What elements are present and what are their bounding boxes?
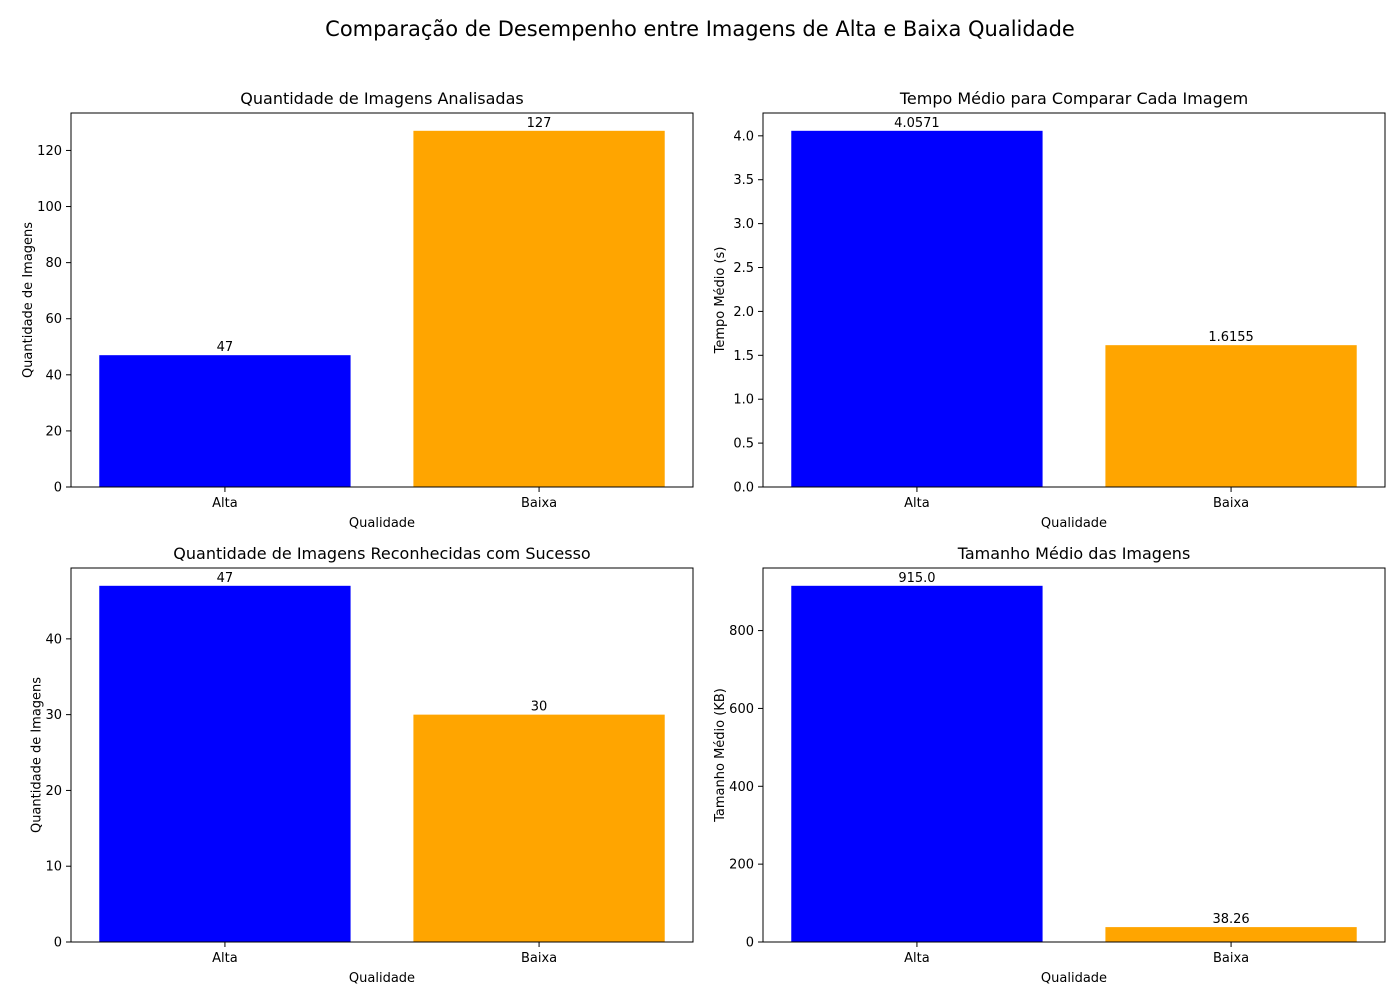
x-axis-label: Qualidade [1041,516,1107,531]
x-axis-label: Qualidade [1041,971,1107,986]
x-tick-label-baixa: Baixa [521,496,557,511]
y-tick-label: 400 [729,780,754,795]
y-axis-label: Quantidade de Imagens [21,222,36,378]
y-tick-label: 2.5 [733,261,754,276]
value-label-alta: 47 [217,571,234,586]
y-tick-label: 1.5 [733,349,754,364]
figure-title: Comparação de Desempenho entre Imagens d… [325,17,1075,41]
bar-alta [99,355,351,487]
y-tick-label: 10 [45,860,62,875]
y-tick-label: 30 [45,708,62,723]
x-axis-label: Qualidade [349,516,415,531]
bar-alta [99,585,351,942]
value-label-baixa: 38.26 [1212,912,1249,927]
value-label-baixa: 1.6155 [1208,330,1254,345]
y-tick-label: 120 [37,144,62,159]
axes-frame [762,112,1386,488]
y-tick-label: 40 [45,632,62,647]
bar-baixa [413,130,665,487]
x-tick-label-alta: Alta [212,951,238,966]
subplot-tempo-medio: 4.0571 Alta 1.6155 Baixa 0.0 0.5 1.0 1.5 2.0 2.5 3… [713,89,1386,531]
subplot-title: Tempo Médio para Comparar Cada Imagem [899,89,1248,108]
subplot-title: Tamanho Médio das Imagens [957,544,1191,563]
y-tick-label: 600 [729,702,754,717]
y-tick-label: 1.0 [733,393,754,408]
x-tick-label-baixa: Baixa [521,951,557,966]
x-tick-label-baixa: Baixa [1213,496,1249,511]
y-tick-label: 3.0 [733,217,754,232]
x-tick-label-alta: Alta [904,496,930,511]
y-tick-label: 200 [729,858,754,873]
y-tick-label: 2.0 [733,305,754,320]
bar-alta [791,130,1043,487]
y-tick-label: 0 [54,936,62,951]
value-label-baixa: 30 [531,700,548,715]
subplots-group: 47Alta127Baixa020406080100120Quantidade … [21,89,1386,986]
subplot-title: Quantidade de Imagens Analisadas [240,89,523,108]
subplot-qtd-analisadas: 47 Alta 127 Baixa 0 20 40 60 80 100 120 Quantidade … [21,89,694,531]
y-tick-label: 20 [45,784,62,799]
y-tick-label: 4.0 [733,129,754,144]
y-tick-label: 100 [37,200,62,215]
y-tick-label: 3.5 [733,173,754,188]
bar-baixa [1105,345,1357,487]
y-tick-label: 800 [729,624,754,639]
value-label-alta: 4.0571 [894,116,940,131]
bar-baixa [413,714,665,942]
bar-alta [791,585,1043,942]
y-tick-label: 80 [45,256,62,271]
x-tick-label-alta: Alta [212,496,238,511]
y-axis-label: Tamanho Médio (KB) [713,688,728,823]
x-axis-label: Qualidade [349,971,415,986]
axes-frame [762,567,1386,943]
y-tick-label: 0 [54,481,62,496]
value-label-alta: 47 [217,340,234,355]
value-label-alta: 915.0 [898,571,935,586]
axes-frame [70,112,694,488]
y-axis-label: Quantidade de Imagens [29,677,44,833]
y-tick-label: 0.0 [733,481,754,496]
y-axis-label: Tempo Médio (s) [713,247,728,355]
y-tick-label: 40 [45,368,62,383]
value-label-baixa: 127 [527,116,552,131]
y-tick-label: 20 [45,424,62,439]
axes-frame [70,567,694,943]
bar-baixa [1105,927,1357,942]
x-tick-label-alta: Alta [904,951,930,966]
subplot-tamanho-medio: 915.0 Alta 38.26 Baixa 0 200 400 600 800 Tamanho … [713,544,1386,986]
y-tick-label: 0.5 [733,437,754,452]
y-tick-label: 0 [746,936,754,951]
subplot-qtd-reconhecidas: 47 Alta 30 Baixa 0 10 20 30 40 Quantidade de Imag… [29,544,694,986]
x-tick-label-baixa: Baixa [1213,951,1249,966]
y-tick-label: 60 [45,312,62,327]
subplot-title: Quantidade de Imagens Reconhecidas com S… [173,544,590,563]
